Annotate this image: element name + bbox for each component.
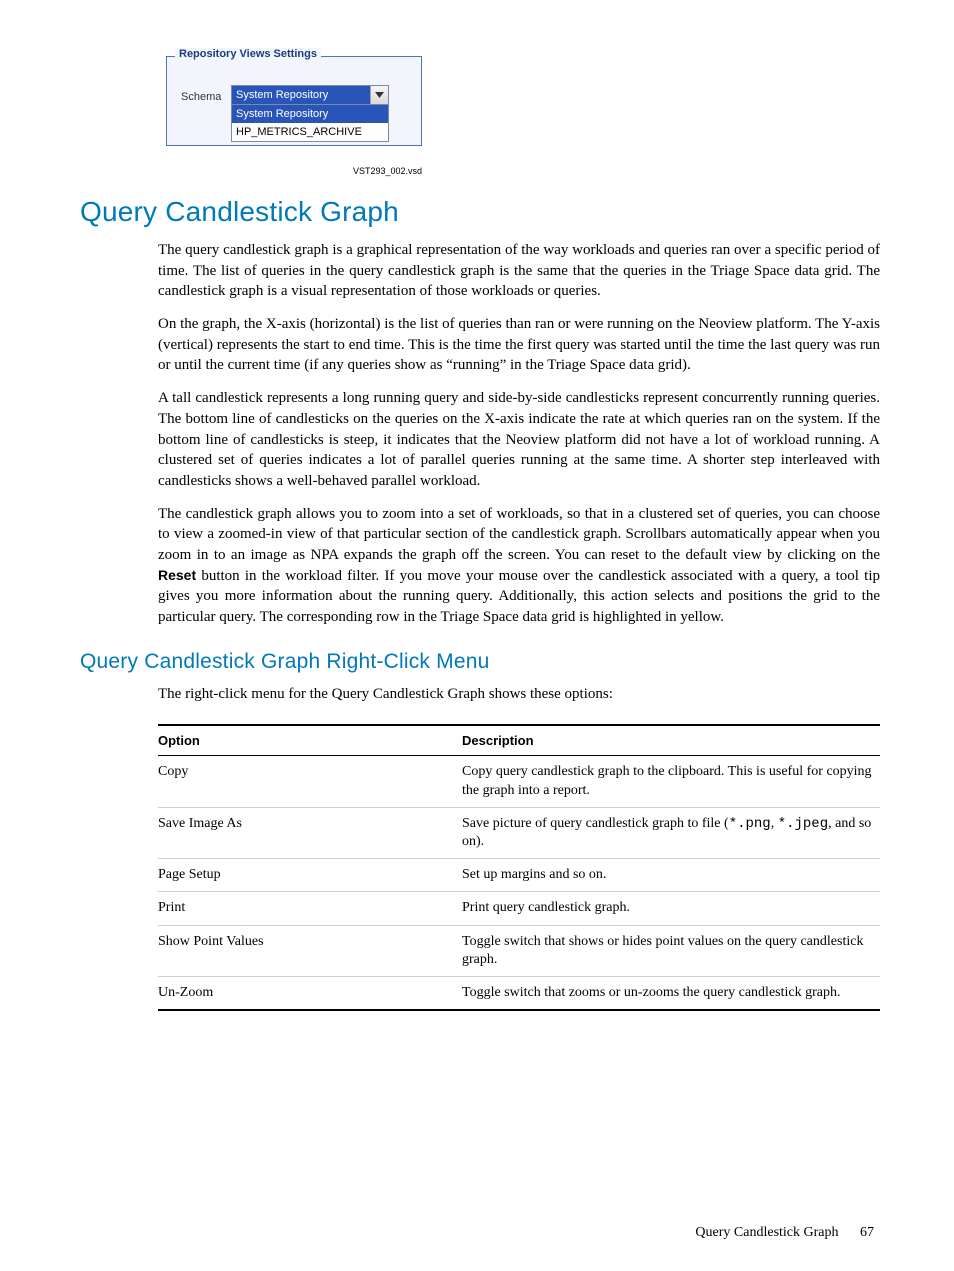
file-ext: *.jpeg [778,816,828,832]
chevron-down-icon [375,92,384,98]
reset-bold: Reset [158,567,196,583]
schema-dropdown-option[interactable]: System Repository [232,105,388,123]
description-cell: Print query candlestick graph. [462,892,880,925]
schema-dropdown-list[interactable]: System Repository HP_METRICS_ARCHIVE [231,105,389,142]
schema-combobox-dropdown-button[interactable] [370,86,388,104]
table-row: Copy Copy query candlestick graph to the… [158,756,880,807]
option-cell: Page Setup [158,859,462,892]
schema-label: Schema [181,91,221,103]
page-content: Query Candlestick Graph The query candle… [80,196,880,1011]
schema-combobox-selected: System Repository [232,86,370,104]
heading-query-candlestick-graph: Query Candlestick Graph [80,196,880,228]
table-header-row: Option Description [158,725,880,756]
footer-title: Query Candlestick Graph [695,1225,838,1240]
option-cell: Un-Zoom [158,976,462,1010]
table-header-option: Option [158,725,462,756]
table-row: Show Point Values Toggle switch that sho… [158,925,880,976]
table-row: Page Setup Set up margins and so on. [158,859,880,892]
groupbox-title: Repository Views Settings [175,48,321,60]
paragraph-text: The candlestick graph allows you to zoom… [158,506,880,563]
description-cell: Toggle switch that shows or hides point … [462,925,880,976]
paragraph: A tall candlestick represents a long run… [158,388,880,491]
schema-dropdown-option[interactable]: HP_METRICS_ARCHIVE [232,123,388,141]
description-cell: Save picture of query candlestick graph … [462,807,880,858]
heading-right-click-menu: Query Candlestick Graph Right-Click Menu [80,650,880,674]
paragraph: The right-click menu for the Query Candl… [158,684,880,705]
description-cell: Set up margins and so on. [462,859,880,892]
option-cell: Show Point Values [158,925,462,976]
figure-caption: VST293_002.vsd [166,166,422,176]
right-click-options-table: Option Description Copy Copy query candl… [158,724,880,1011]
paragraph-text: button in the workload filter. If you mo… [158,568,880,625]
paragraph: The query candlestick graph is a graphic… [158,240,880,302]
footer-page-number: 67 [860,1225,874,1240]
paragraph: The candlestick graph allows you to zoom… [158,504,880,628]
option-cell: Copy [158,756,462,807]
file-ext: *.png [729,816,771,832]
table-header-description: Description [462,725,880,756]
schema-combobox[interactable]: System Repository [231,85,389,105]
repository-views-settings-groupbox: Repository Views Settings Schema System … [166,56,422,146]
description-text: Save picture of query candlestick graph … [462,816,729,831]
table-row: Print Print query candlestick graph. [158,892,880,925]
option-cell: Print [158,892,462,925]
description-cell: Copy query candlestick graph to the clip… [462,756,880,807]
table-row: Save Image As Save picture of query cand… [158,807,880,858]
paragraph: On the graph, the X-axis (horizontal) is… [158,314,880,376]
description-text: , [771,816,778,831]
table-row: Un-Zoom Toggle switch that zooms or un-z… [158,976,880,1010]
option-cell: Save Image As [158,807,462,858]
description-cell: Toggle switch that zooms or un-zooms the… [462,976,880,1010]
page-footer: Query Candlestick Graph 67 [695,1225,874,1241]
